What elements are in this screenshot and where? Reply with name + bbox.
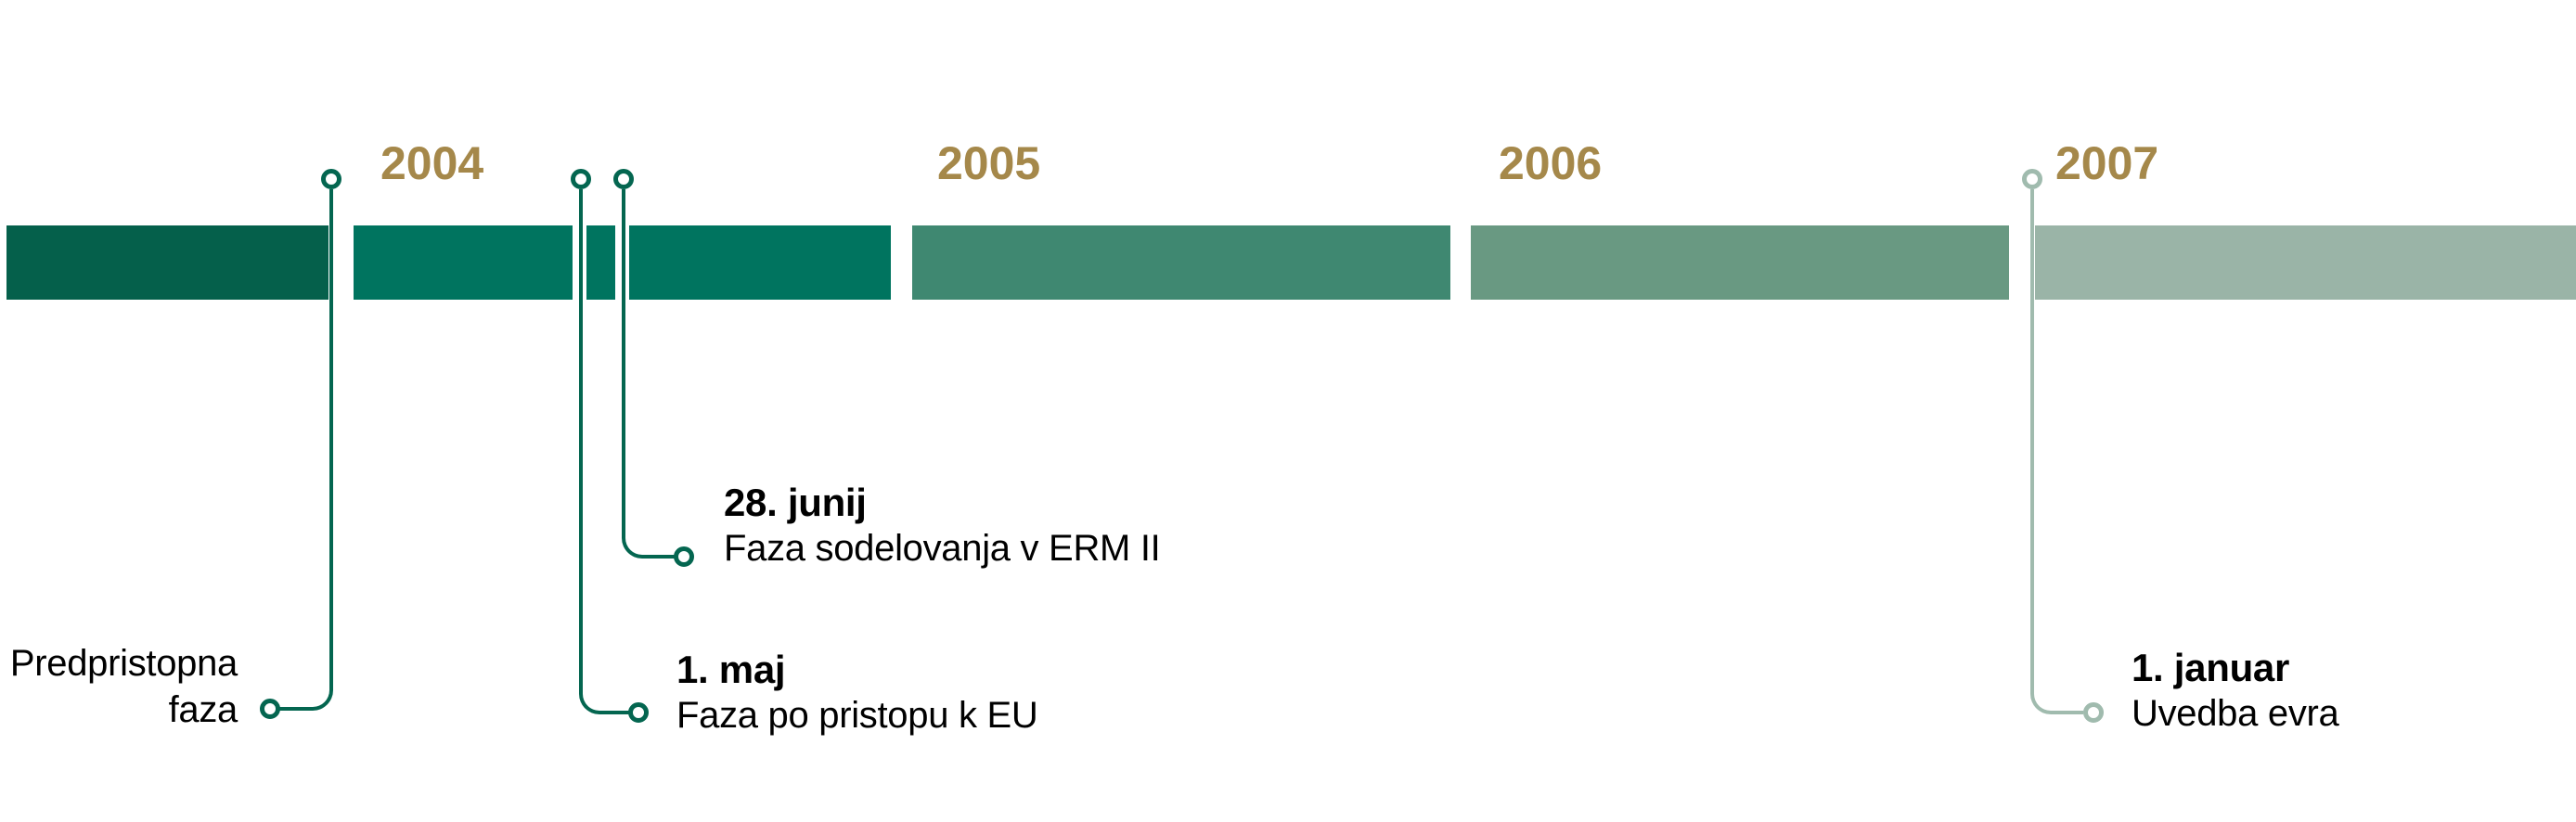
year-label-2005: 2005: [937, 137, 1041, 189]
label-node-icon: [628, 702, 649, 723]
event-label-line1: Predpristopna: [9, 643, 238, 684]
event-label-28-junij: 28. junij Faza sodelovanja v ERM II: [724, 480, 1161, 572]
event-description-text: Faza po pristopu k EU: [676, 695, 1038, 736]
event-label-predpristopna-faza: Predpristopna faza: [10, 640, 238, 733]
event-label-1-maj: 1. maj Faza po pristopu k EU: [676, 647, 1038, 739]
label-node-icon: [674, 546, 694, 567]
event-date-text: 28. junij: [724, 481, 867, 524]
label-node-icon: [2083, 702, 2104, 723]
timeline-segment-predpristopna: [6, 225, 328, 300]
timeline-node-icon: [321, 169, 341, 189]
timeline-segment-2005: [912, 225, 1450, 300]
connector-line-predpristopna: [279, 189, 333, 711]
year-label-2004: 2004: [380, 137, 484, 189]
timeline-segment-2007: [2035, 225, 2576, 300]
year-label-2007: 2007: [2055, 137, 2159, 189]
connector-line-1-maj: [579, 189, 629, 714]
connector-line-1-januar: [2030, 189, 2083, 714]
event-date-text: 1. januar: [2132, 646, 2290, 689]
label-node-icon: [260, 699, 280, 719]
event-label-1-januar: 1. januar Uvedba evra: [2132, 645, 2339, 737]
event-description-text: Faza sodelovanja v ERM II: [724, 528, 1161, 569]
timeline-node-icon: [2022, 169, 2042, 189]
timeline-node-icon: [613, 169, 634, 189]
event-label-line2: faza: [168, 689, 238, 730]
event-date-text: 1. maj: [676, 648, 786, 691]
timeline-segment-2006: [1471, 225, 2009, 300]
timeline-node-icon: [571, 169, 591, 189]
event-description-text: Uvedba evra: [2132, 693, 2339, 734]
year-label-2006: 2006: [1499, 137, 1603, 189]
connector-line-28-junij: [622, 189, 675, 559]
